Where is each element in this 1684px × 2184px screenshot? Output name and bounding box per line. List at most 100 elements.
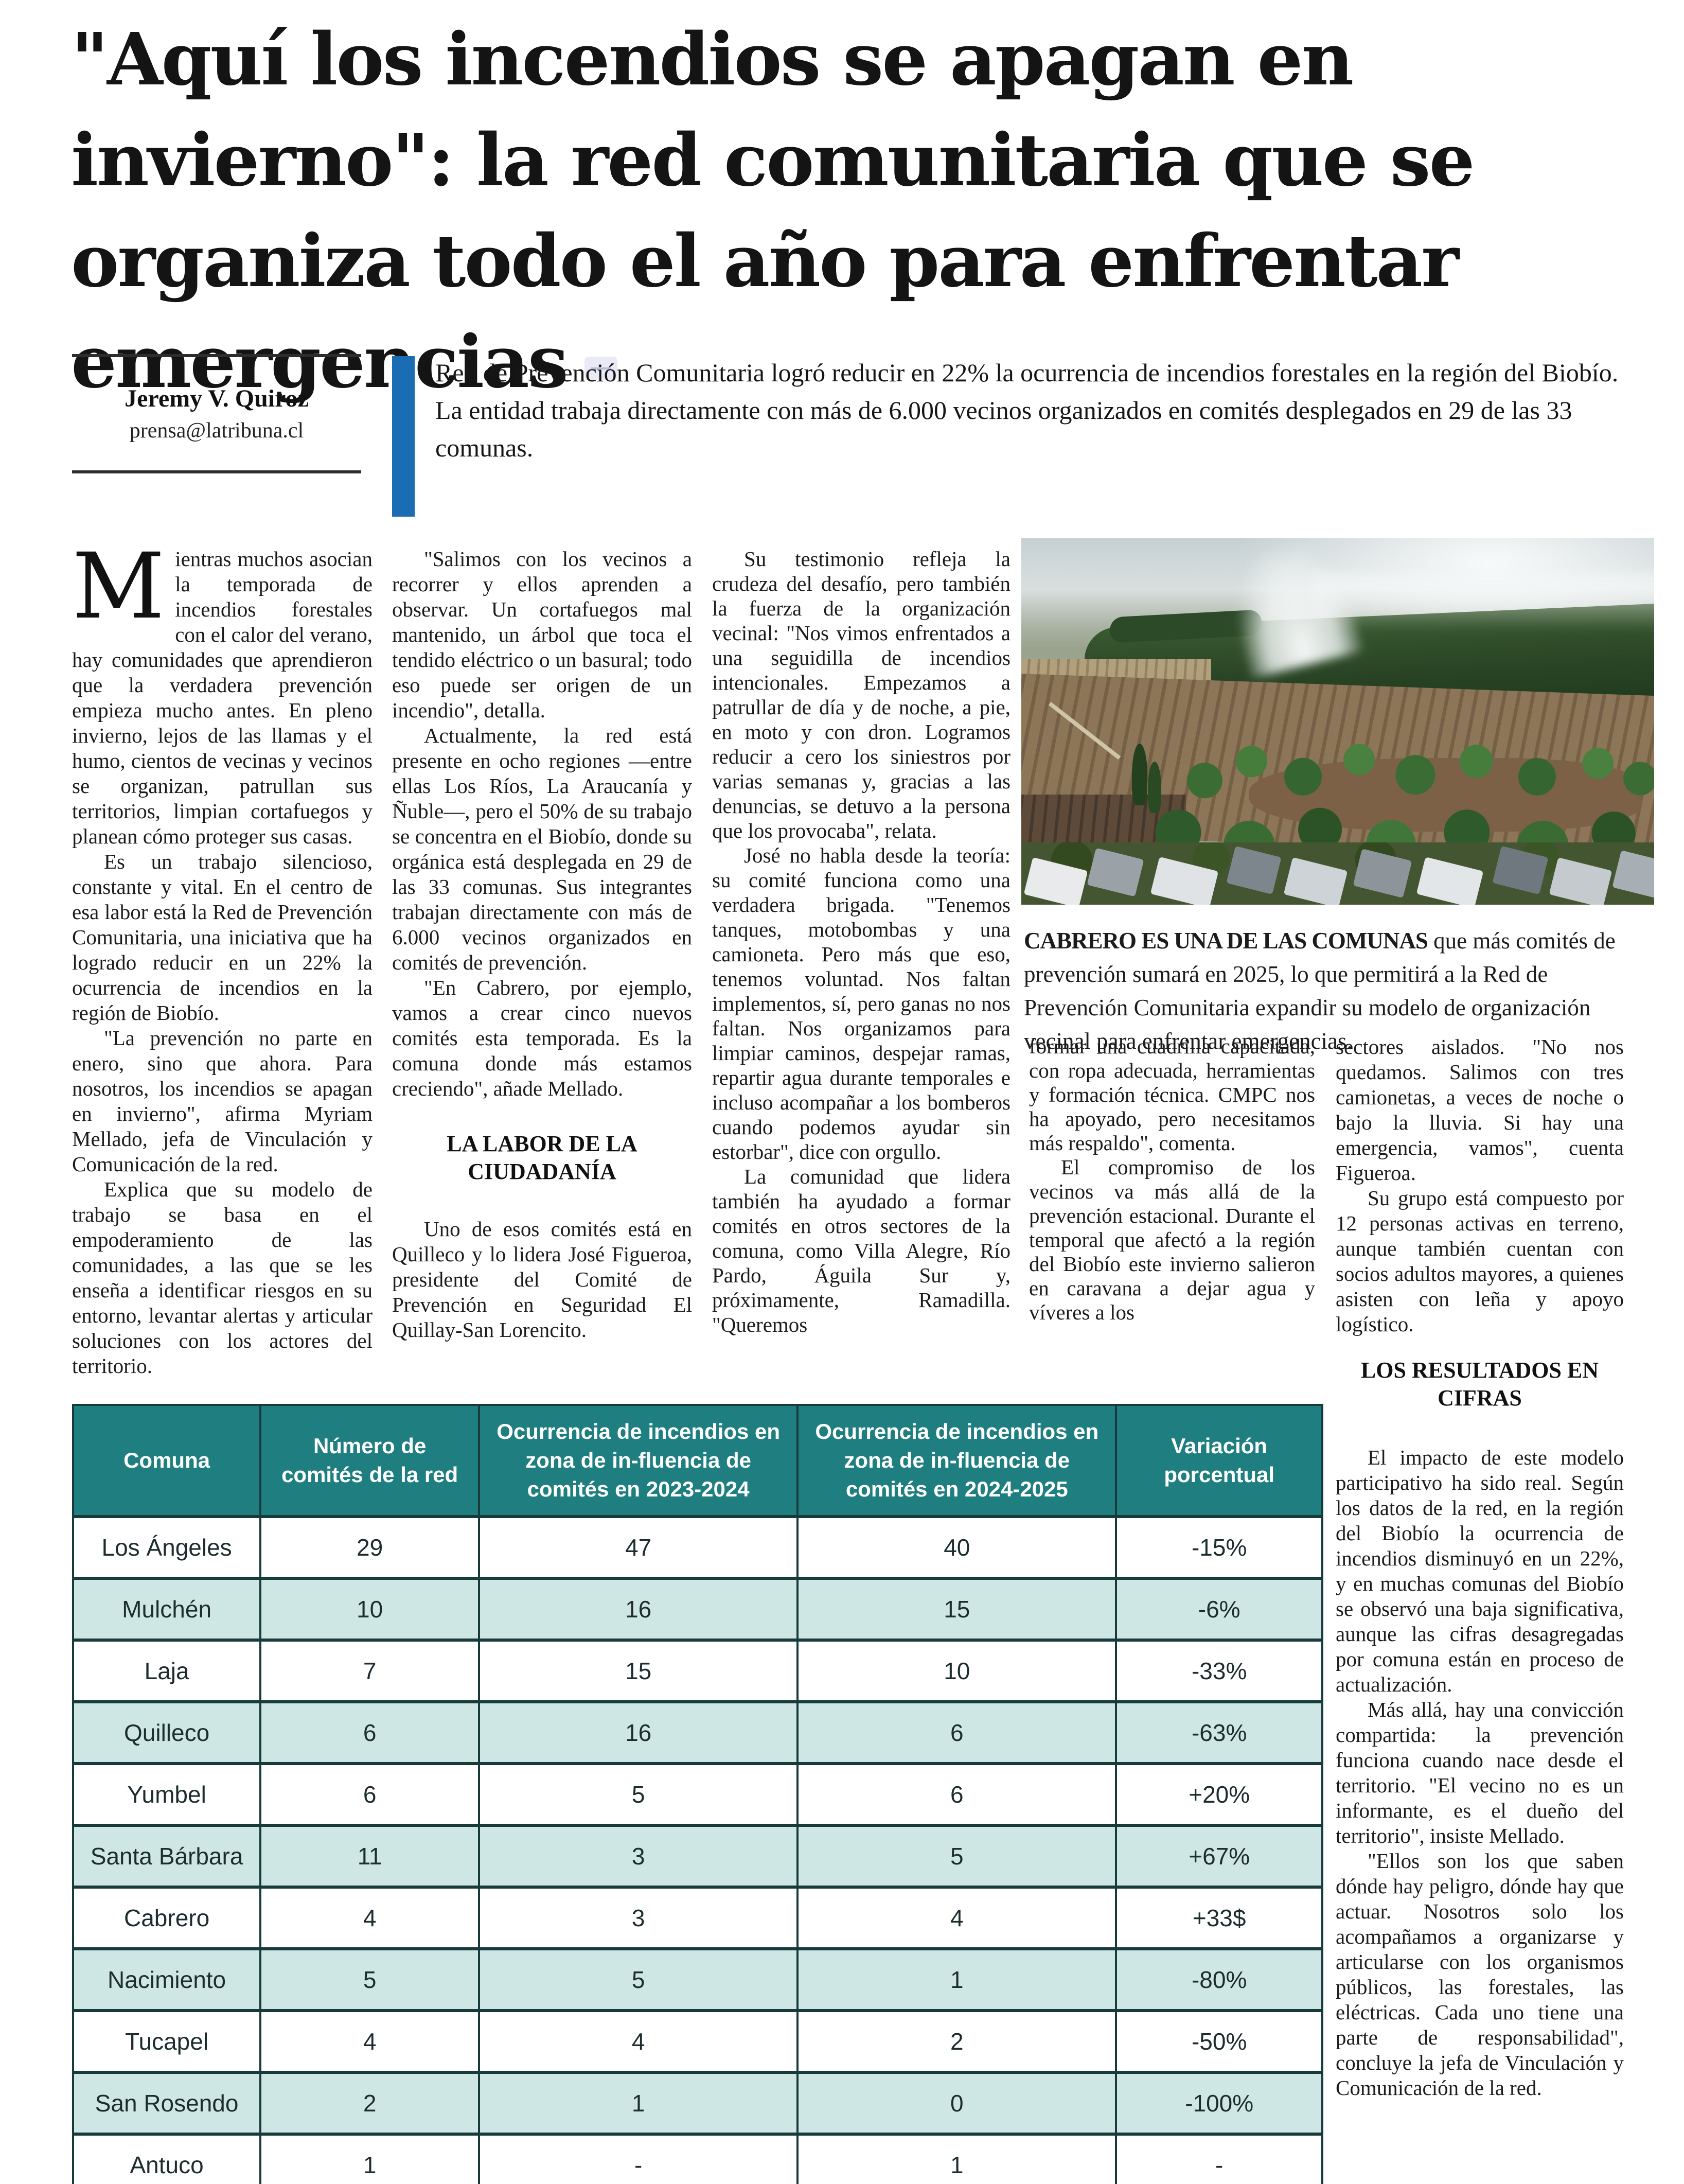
article-column-3: Su testimonio refleja la crudeza del des… [712, 547, 1011, 1337]
lede-text: Red de Prevención Comunitaria logró redu… [435, 358, 1619, 462]
paragraph: "La prevención no parte en enero, sino q… [72, 1026, 373, 1176]
paragraph: José no habla desde la teoría: su comité… [712, 843, 1011, 1164]
cell-2024-2025: 1 [796, 2133, 1118, 2184]
paragraph: Es un trabajo silencioso, constante y vi… [72, 850, 373, 1025]
cell-variacion: -15% [1115, 1515, 1323, 1579]
cell-variacion: +67% [1115, 1824, 1323, 1888]
cell-variacion: -6% [1115, 1577, 1323, 1641]
paragraph: El impacto de este modelo participativo … [1336, 1446, 1624, 1696]
cell-2023-2024: 47 [478, 1515, 799, 1579]
table-row: Quilleco 6 16 6 -63% [72, 1700, 1323, 1765]
table-row: Laja 7 15 10 -33% [72, 1639, 1323, 1703]
cell-2024-2025: 0 [796, 2071, 1118, 2135]
header-comuna: Comuna [72, 1404, 262, 1518]
aerial-photo [1021, 538, 1654, 905]
cell-comuna: Los Ángeles [72, 1515, 262, 1579]
byline-box: Jeremy V. Quiroz prensa@latribuna.cl [72, 354, 361, 473]
cell-comuna: Antuco [72, 2133, 262, 2184]
cell-variacion: - [1115, 2133, 1323, 2184]
cell-2024-2025: 10 [796, 1639, 1118, 1703]
cell-comites: 4 [259, 2009, 481, 2073]
table-row: Santa Bárbara 11 3 5 +67% [72, 1824, 1323, 1888]
roof [1150, 856, 1219, 905]
lede: Red de Prevención Comunitaria logró redu… [392, 354, 1622, 517]
cell-comuna: Mulchén [72, 1577, 262, 1641]
caption-text: que más comités de prevención sumará en … [1024, 928, 1616, 1054]
cell-2024-2025: 15 [796, 1577, 1118, 1641]
roof [1612, 850, 1654, 899]
cell-variacion: +20% [1115, 1762, 1323, 1826]
paragraph: "Ellos son los que saben dónde hay pelig… [1336, 1849, 1624, 2100]
cell-2024-2025: 5 [796, 1824, 1118, 1888]
article-column-5: sectores aislados. "No nos quedamos. Sal… [1336, 1034, 1624, 1337]
paragraph: Su testimonio refleja la crudeza del des… [712, 547, 1011, 842]
smoke-drift [1312, 575, 1654, 630]
cell-comuna: San Rosendo [72, 2071, 262, 2135]
cell-2023-2024: 3 [478, 1886, 799, 1950]
headline-text: "Aquí los incendios se apagan en inviern… [71, 17, 1475, 404]
cell-variacion: -50% [1115, 2009, 1323, 2073]
header-variacion: Variación porcentual [1115, 1404, 1323, 1518]
cell-comites: 29 [259, 1515, 481, 1579]
roof [1492, 846, 1549, 895]
table-row: Mulchén 10 16 15 -6% [72, 1577, 1323, 1641]
roof [1353, 849, 1412, 898]
roof [1416, 857, 1484, 905]
paragraph: La comunidad que lidera también ha ayuda… [712, 1165, 1011, 1336]
cell-2024-2025: 2 [796, 2009, 1118, 2073]
cell-comuna: Laja [72, 1639, 262, 1703]
cell-2023-2024: 5 [478, 1762, 799, 1826]
cell-variacion: -63% [1115, 1700, 1323, 1765]
paragraph: Explica que su modelo de trabajo se basa… [72, 1177, 373, 1378]
paragraph: sectores aislados. "No nos quedamos. Sal… [1336, 1035, 1624, 1185]
paragraph: Mientras muchos asocian la temporada de … [72, 534, 373, 848]
cell-2023-2024: 16 [478, 1577, 799, 1641]
paragraph: formar una cuadrilla capacitada, con rop… [1029, 1034, 1315, 1155]
roof [1283, 857, 1348, 905]
cell-2024-2025: 40 [796, 1515, 1118, 1579]
cell-2023-2024: 1 [478, 2071, 799, 2135]
cell-2023-2024: 5 [478, 1947, 799, 2012]
cell-comuna: Yumbel [72, 1762, 262, 1826]
article-column-1: Mientras muchos asocian la temporada de … [72, 534, 373, 1379]
cell-comites: 1 [259, 2133, 481, 2184]
article-column-2: "Salimos con los vecinos a recorrer y el… [392, 547, 692, 1343]
table-row: San Rosendo 2 1 0 -100% [72, 2071, 1323, 2135]
cell-comuna: Santa Bárbara [72, 1824, 262, 1888]
author-name: Jeremy V. Quiroz [125, 385, 309, 412]
section-subhead: LOS RESULTADOS EN CIFRAS [1360, 1358, 1599, 1411]
cell-2023-2024: - [478, 2133, 799, 2184]
paragraph: Más allá, hay una convicción compartida:… [1336, 1698, 1624, 1847]
photo-houses [1021, 842, 1654, 905]
cell-2024-2025: 6 [796, 1700, 1118, 1765]
cell-comites: 4 [259, 1886, 481, 1950]
header-comites: Número de comités de la red [259, 1404, 481, 1518]
cell-comuna: Quilleco [72, 1700, 262, 1765]
table-row: Tucapel 4 4 2 -50% [72, 2009, 1323, 2073]
cell-comuna: Cabrero [72, 1886, 262, 1950]
paragraph: Su grupo está compuesto por 12 personas … [1336, 1186, 1624, 1336]
accent-bar [392, 356, 415, 517]
roof [1087, 848, 1144, 897]
cell-comites: 6 [259, 1700, 481, 1765]
cell-2023-2024: 16 [478, 1700, 799, 1765]
cell-variacion: -100% [1115, 2071, 1323, 2135]
cell-comuna: Tucapel [72, 2009, 262, 2073]
cell-comuna: Nacimiento [72, 1947, 262, 2012]
table-row: Cabrero 4 3 4 +33$ [72, 1886, 1323, 1950]
paragraph: "En Cabrero, por ejemplo, vamos a crear … [392, 976, 692, 1100]
fires-data-table: Comuna Número de comités de la red Ocurr… [72, 1404, 1323, 2184]
cell-comites: 2 [259, 2071, 481, 2135]
roof [1023, 857, 1088, 905]
article-column-4: formar una cuadrilla capacitada, con rop… [1029, 1034, 1315, 1325]
cell-comites: 6 [259, 1762, 481, 1826]
author-email[interactable]: prensa@latribuna.cl [129, 419, 304, 443]
header-ocurrencia-2023-2024: Ocurrencia de incendios en zona de in-fl… [478, 1404, 799, 1518]
results-column: LOS RESULTADOS EN CIFRAS El impacto de e… [1336, 1357, 1624, 2101]
paragraph: "Salimos con los vecinos a recorrer y el… [392, 547, 692, 722]
table-row: Antuco 1 - 1 - [72, 2133, 1323, 2184]
cell-comites: 5 [259, 1947, 481, 2012]
roof [1549, 857, 1612, 905]
table-row: Nacimiento 5 5 1 -80% [72, 1947, 1323, 2012]
